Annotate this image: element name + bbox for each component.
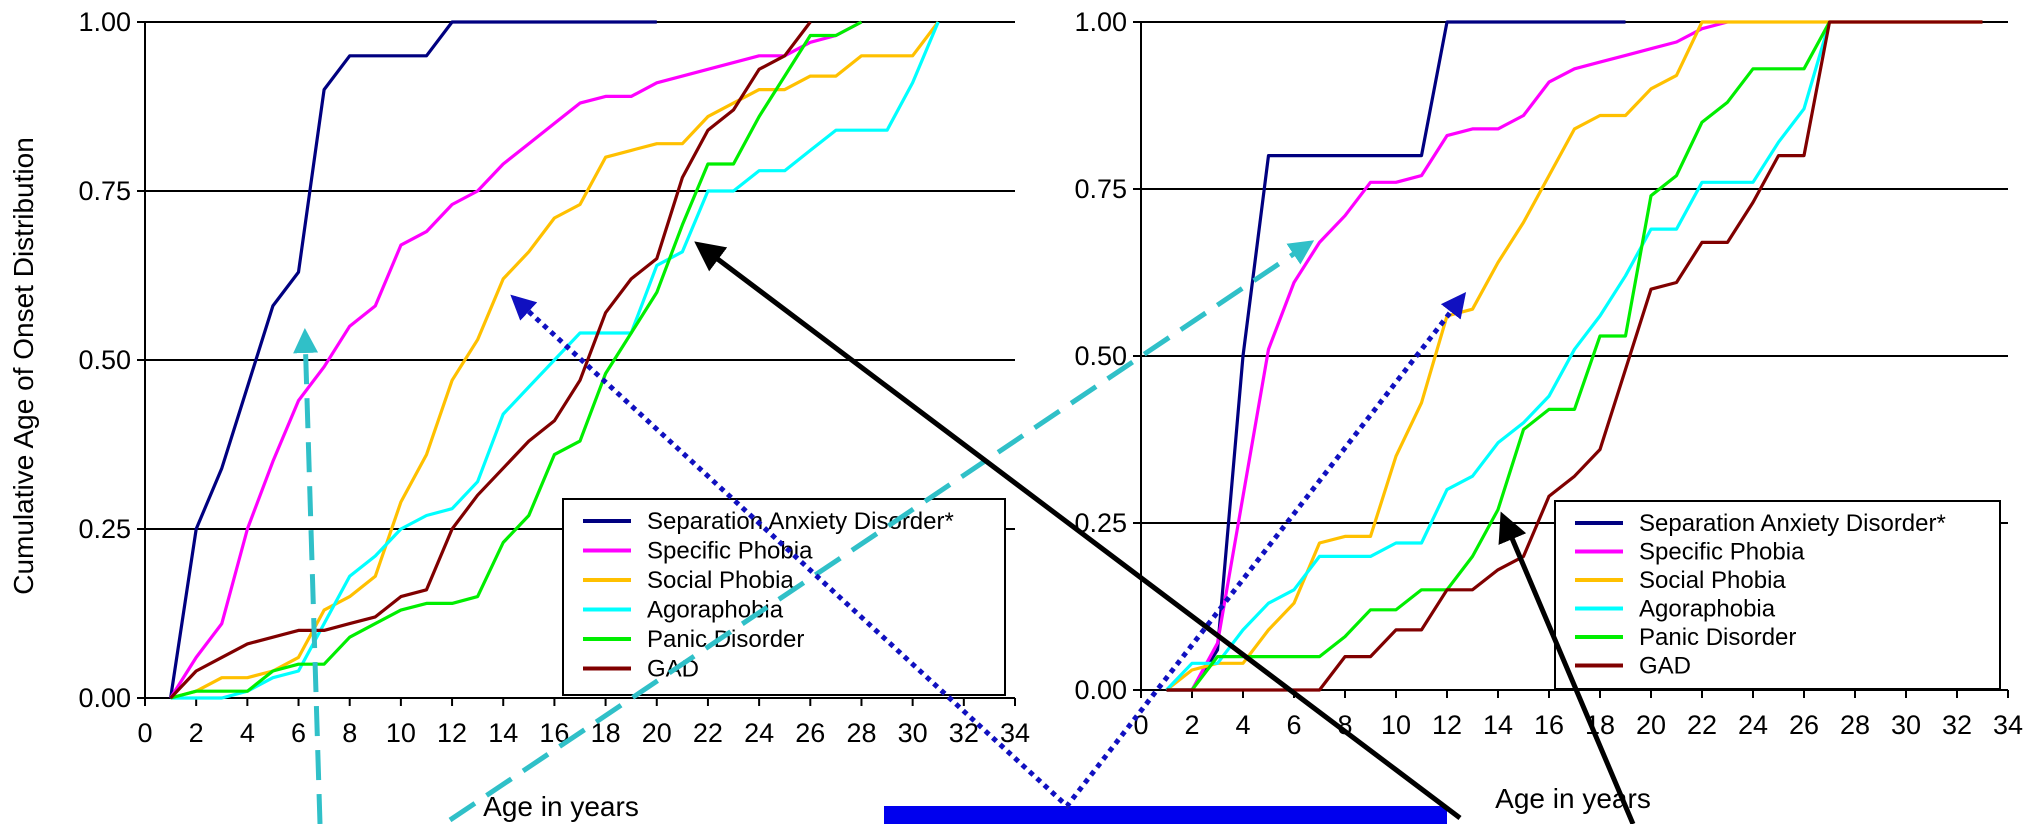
legend-label: Separation Anxiety Disorder* [647, 508, 954, 535]
x-tick-label: 34 [1000, 718, 1030, 748]
x-tick-label: 16 [1534, 710, 1564, 740]
x-tick-label: 14 [488, 718, 518, 748]
x-tick-label: 20 [642, 718, 672, 748]
y-axis-label: Cumulative Age of Onset Distribution [8, 137, 39, 595]
x-tick-label: 30 [898, 718, 928, 748]
legend-label: Social Phobia [647, 567, 794, 594]
x-tick-label: 6 [291, 718, 306, 748]
series-line [1166, 20, 1983, 692]
x-tick-label: 4 [240, 718, 255, 748]
legend-box [1554, 500, 2001, 690]
x-tick-label: 8 [342, 718, 357, 748]
x-tick-label: 10 [1381, 710, 1411, 740]
x-tick-label: 4 [1235, 710, 1250, 740]
y-tick-label: 0.00 [78, 683, 131, 713]
series-line [1165, 21, 1832, 692]
y-tick-label: 0.75 [1074, 174, 1127, 204]
series-line [1166, 20, 1626, 692]
x-tick-label: 12 [437, 718, 467, 748]
y-tick-label: 1.00 [78, 7, 131, 37]
series-line [169, 20, 863, 699]
x-tick-label: 28 [846, 718, 876, 748]
legend-label: Specific Phobia [1639, 539, 1805, 566]
series-line [1166, 21, 1831, 692]
black-arrow-short [1498, 511, 1636, 824]
series-line [169, 20, 657, 699]
blue-dotted-arrows [510, 292, 1467, 810]
x-tick-label: 20 [1636, 710, 1666, 740]
y-tick-label: 0.75 [78, 176, 131, 206]
x-tick-label: 32 [1942, 710, 1972, 740]
x-axis-label-left: Age in years [483, 791, 639, 822]
series-line [170, 21, 940, 700]
x-tick-label: 14 [1483, 710, 1513, 740]
chart-right: 0.000.250.500.751.000 2 4 6 8 10 12 14 16 18 20 22 2… [1074, 7, 2023, 814]
x-tick-label: 22 [693, 718, 723, 748]
legend-label: Panic Disorder [647, 626, 804, 653]
plot-area-left: 0.000.250.500.751.000 2 4 6 8 10 12 14 16 18 20 22 2… [78, 7, 1030, 748]
x-tick-label: 22 [1687, 710, 1717, 740]
x-tick-label: 24 [744, 718, 774, 748]
series-line [170, 20, 863, 700]
legend-label: GAD [1639, 653, 1691, 680]
series-line [1166, 20, 1728, 692]
y-tick-label: 0.00 [1074, 675, 1127, 705]
x-tick-label: 24 [1738, 710, 1768, 740]
black-arrow-long [694, 241, 1462, 820]
series-line [169, 21, 812, 700]
x-tick-label: 26 [1789, 710, 1819, 740]
x-tick-label: 0 [1133, 710, 1148, 740]
x-tick-label: 0 [137, 718, 152, 748]
teal-dashed-arrow-diagonal [448, 240, 1315, 823]
legend-label: Specific Phobia [647, 538, 813, 565]
plot-area-right: 0.000.250.500.751.000 2 4 6 8 10 12 14 16 18 20 22 2… [1074, 7, 2023, 740]
x-tick-label: 34 [1993, 710, 2023, 740]
x-tick-label: 32 [949, 718, 979, 748]
x-tick-label: 10 [386, 718, 416, 748]
x-tick-label: 12 [1432, 710, 1462, 740]
y-tick-label: 1.00 [1074, 7, 1127, 37]
series-line [170, 21, 940, 700]
x-tick-label: 26 [795, 718, 825, 748]
legend-label: Social Phobia [1639, 567, 1786, 594]
x-tick-label: 2 [189, 718, 204, 748]
x-tick-label: 30 [1891, 710, 1921, 740]
teal-dashed-arrow-vertical [293, 328, 323, 824]
y-tick-label: 0.50 [78, 345, 131, 375]
legend-label: Agoraphobia [1639, 596, 1776, 623]
x-tick-label: 18 [591, 718, 621, 748]
y-tick-label: 0.50 [1074, 341, 1127, 371]
annotation-overlay [293, 240, 1636, 824]
legend-label: Separation Anxiety Disorder* [1639, 510, 1946, 537]
legend-label: Panic Disorder [1639, 624, 1796, 651]
y-tick-label: 0.25 [78, 514, 131, 544]
legend: Separation Anxiety Disorder*Specific Pho… [1554, 500, 2001, 690]
x-tick-label: 2 [1184, 710, 1199, 740]
x-tick-label: 28 [1840, 710, 1870, 740]
blue-bar [884, 806, 1447, 824]
chart-left: Cumulative Age of Onset Distribution 0.0… [8, 7, 1030, 822]
x-tick-label: 6 [1286, 710, 1301, 740]
